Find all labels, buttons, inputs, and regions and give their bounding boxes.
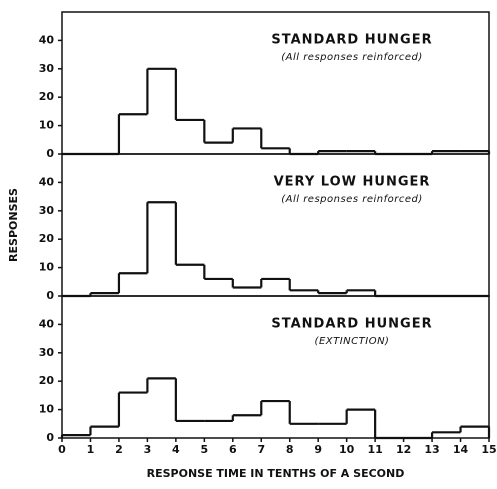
y-axis-label: RESPONSES	[7, 188, 20, 262]
x-tick-label: 15	[481, 443, 496, 456]
panel-subtitle: (EXTINCTION)	[315, 336, 390, 347]
x-tick-label: 6	[229, 443, 237, 456]
x-tick-label: 11	[367, 443, 382, 456]
x-tick-label: 14	[453, 443, 469, 456]
y-tick-label: 10	[39, 403, 55, 416]
y-tick-label: 10	[39, 119, 55, 132]
x-tick-label: 4	[172, 443, 180, 456]
y-tick-label: 10	[39, 261, 55, 274]
y-tick-label: 20	[39, 90, 55, 103]
x-tick-label: 12	[396, 443, 411, 456]
panel-title: STANDARD HUNGER	[271, 33, 432, 48]
y-tick-label: 30	[39, 204, 55, 217]
panel-subtitle: (All responses reinforced)	[281, 194, 423, 205]
x-tick-label: 0	[58, 443, 66, 456]
x-tick-label: 2	[115, 443, 123, 456]
panel-title: VERY LOW HUNGER	[274, 175, 431, 190]
x-tick-label: 5	[201, 443, 209, 456]
x-axis-label: RESPONSE TIME IN TENTHS OF A SECOND	[147, 467, 405, 480]
y-tick-label: 20	[39, 232, 55, 245]
x-tick-label: 1	[87, 443, 95, 456]
panel-frame	[61, 295, 490, 439]
y-tick-label: 0	[46, 431, 54, 444]
x-tick-label: 13	[424, 443, 439, 456]
y-tick-label: 20	[39, 374, 55, 387]
panel-title: STANDARD HUNGER	[271, 317, 432, 332]
x-tick-label: 3	[144, 443, 152, 456]
x-tick-label: 9	[314, 443, 322, 456]
y-tick-label: 40	[39, 175, 55, 188]
x-tick-label: 10	[339, 443, 355, 456]
y-tick-label: 0	[46, 147, 54, 160]
x-tick-label: 7	[257, 443, 265, 456]
y-tick-label: 30	[39, 346, 55, 359]
y-tick-label: 0	[46, 289, 54, 302]
y-tick-label: 40	[39, 317, 55, 330]
x-tick-label: 8	[286, 443, 294, 456]
y-tick-label: 40	[39, 33, 55, 46]
y-tick-label: 30	[39, 62, 55, 75]
panel-subtitle: (All responses reinforced)	[281, 52, 423, 63]
